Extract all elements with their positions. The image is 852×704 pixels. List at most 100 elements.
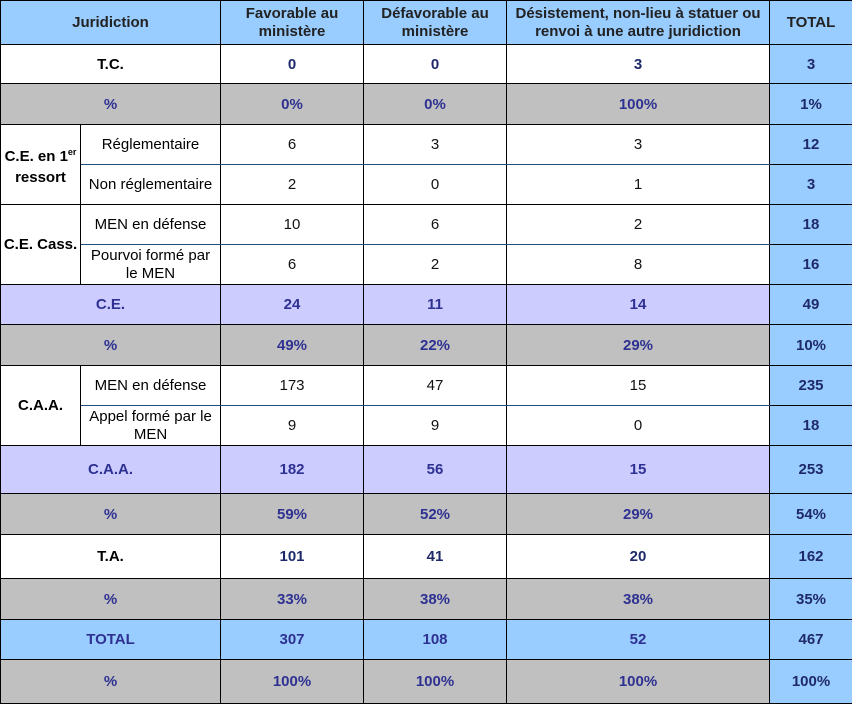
ta-total: 162 [770,535,852,579]
ce1-row1-def: 3 [364,125,507,165]
cecass-row2-des: 8 [507,245,770,285]
cecass-row2-label: Pourvoi formé par le MEN [81,245,221,285]
tc-pct-def: 0% [364,84,507,125]
ce-pct-label: % [1,325,221,366]
ce1-group-label: C.E. en 1er ressort [1,125,81,205]
ta-des: 20 [507,535,770,579]
grand-pct-fav: 100% [221,660,364,704]
row-grand-pct: % 100% 100% 100% 100% [1,660,852,704]
ce-pct-des: 29% [507,325,770,366]
caa-row1-total: 235 [770,366,852,406]
row-ce1-reglementaire: C.E. en 1er ressort Réglementaire 6 3 3 … [1,125,852,165]
ta-pct-total: 35% [770,579,852,620]
ce-pct-fav: 49% [221,325,364,366]
cecass-row1-fav: 10 [221,205,364,245]
caa-pct-total: 54% [770,494,852,535]
cecass-group-label: C.E. Cass. [1,205,81,285]
header-total: TOTAL [770,1,852,45]
ta-pct-des: 38% [507,579,770,620]
tc-fav: 0 [221,45,364,84]
ce-pct-def: 22% [364,325,507,366]
tc-pct-fav: 0% [221,84,364,125]
ce1-label-b: ressort [15,169,66,186]
caa-row2-total: 18 [770,406,852,446]
ce-total-total: 49 [770,285,852,325]
tc-def: 0 [364,45,507,84]
grand-pct-des: 100% [507,660,770,704]
ce1-row1-fav: 6 [221,125,364,165]
tc-label: T.C. [1,45,221,84]
ta-pct-fav: 33% [221,579,364,620]
row-cecass-defense: C.E. Cass. MEN en défense 10 6 2 18 [1,205,852,245]
row-caa-defense: C.A.A. MEN en défense 173 47 15 235 [1,366,852,406]
caa-row1-def: 47 [364,366,507,406]
row-ta: T.A. 101 41 20 162 [1,535,852,579]
grand-total-def: 108 [364,620,507,660]
caa-total-label: C.A.A. [1,446,221,494]
row-caa-total: C.A.A. 182 56 15 253 [1,446,852,494]
grand-pct-label: % [1,660,221,704]
caa-row1-fav: 173 [221,366,364,406]
row-ce-pct: % 49% 22% 29% 10% [1,325,852,366]
ta-pct-def: 38% [364,579,507,620]
cecass-row1-total: 18 [770,205,852,245]
caa-group-label: C.A.A. [1,366,81,446]
ce1-row1-label: Réglementaire [81,125,221,165]
header-row: Juridiction Favorable au ministère Défav… [1,1,852,45]
ce-pct-total: 10% [770,325,852,366]
caa-row2-fav: 9 [221,406,364,446]
row-caa-appel: Appel formé par le MEN 9 9 0 18 [1,406,852,446]
header-juridiction: Juridiction [1,1,221,45]
ce-total-fav: 24 [221,285,364,325]
row-tc: T.C. 0 0 3 3 [1,45,852,84]
tc-pct-des: 100% [507,84,770,125]
ce1-row2-total: 3 [770,165,852,205]
ta-fav: 101 [221,535,364,579]
cecass-row1-label: MEN en défense [81,205,221,245]
ce-total-def: 11 [364,285,507,325]
tc-total: 3 [770,45,852,84]
ta-label: T.A. [1,535,221,579]
ce1-row2-des: 1 [507,165,770,205]
ce1-row1-des: 3 [507,125,770,165]
grand-pct-total: 100% [770,660,852,704]
ce-total-des: 14 [507,285,770,325]
tc-des: 3 [507,45,770,84]
row-ce-total: C.E. 24 11 14 49 [1,285,852,325]
caa-pct-fav: 59% [221,494,364,535]
tc-pct-label: % [1,84,221,125]
grand-total-fav: 307 [221,620,364,660]
caa-pct-des: 29% [507,494,770,535]
ce1-row2-fav: 2 [221,165,364,205]
row-cecass-pourvoi: Pourvoi formé par le MEN 6 2 8 16 [1,245,852,285]
caa-row2-des: 0 [507,406,770,446]
row-ta-pct: % 33% 38% 38% 35% [1,579,852,620]
ce1-row2-def: 0 [364,165,507,205]
row-caa-pct: % 59% 52% 29% 54% [1,494,852,535]
grand-total-total: 467 [770,620,852,660]
header-defavorable: Défavorable au ministère [364,1,507,45]
cecass-row2-total: 16 [770,245,852,285]
header-favorable: Favorable au ministère [221,1,364,45]
caa-row1-des: 15 [507,366,770,406]
header-desistement: Désistement, non-lieu à statuer ou renvo… [507,1,770,45]
ce1-label-sup: er [68,147,77,157]
ce1-row2-label: Non réglementaire [81,165,221,205]
caa-pct-label: % [1,494,221,535]
caa-total-def: 56 [364,446,507,494]
caa-row2-def: 9 [364,406,507,446]
caa-row1-label: MEN en défense [81,366,221,406]
caa-row2-label: Appel formé par le MEN [81,406,221,446]
cecass-row2-fav: 6 [221,245,364,285]
cecass-row1-def: 6 [364,205,507,245]
ce1-row1-total: 12 [770,125,852,165]
row-tc-pct: % 0% 0% 100% 1% [1,84,852,125]
caa-total-total: 253 [770,446,852,494]
caa-total-des: 15 [507,446,770,494]
caa-total-fav: 182 [221,446,364,494]
ta-def: 41 [364,535,507,579]
ta-pct-label: % [1,579,221,620]
ce-total-label: C.E. [1,285,221,325]
row-ce1-non-reglementaire: Non réglementaire 2 0 1 3 [1,165,852,205]
